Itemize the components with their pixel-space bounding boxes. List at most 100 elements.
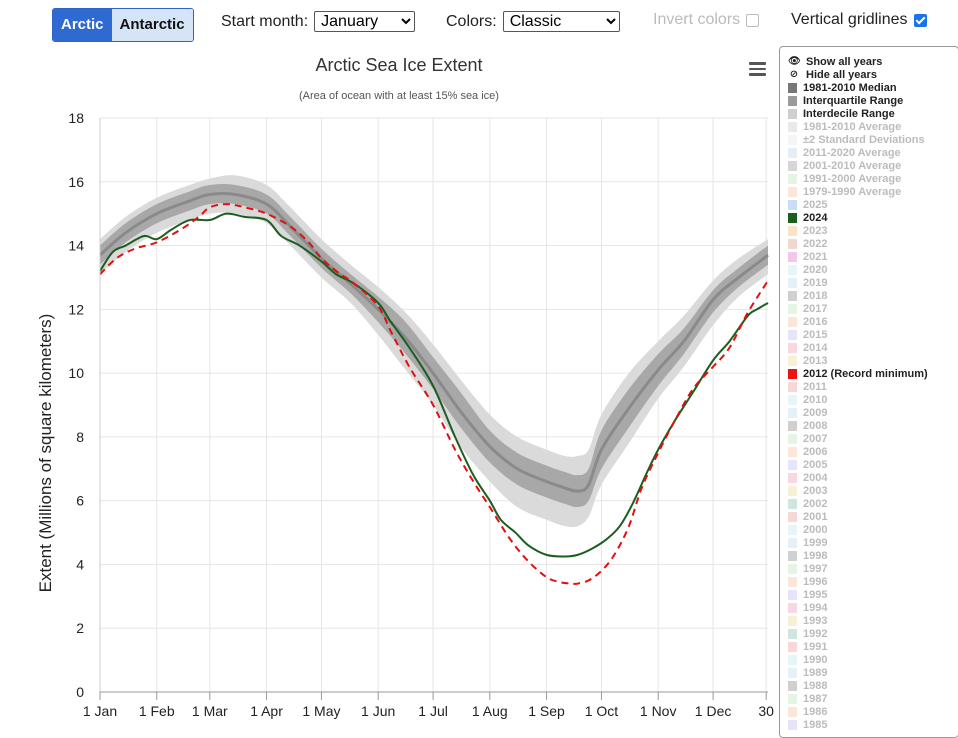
legend-swatch — [788, 511, 797, 522]
legend-item[interactable]: 2022 — [780, 237, 958, 250]
legend-item[interactable]: 2018 — [780, 289, 958, 302]
legend-item[interactable]: 2012 (Record minimum) — [780, 367, 958, 380]
legend-swatch — [788, 680, 797, 691]
colors-select[interactable]: Classic — [502, 11, 620, 32]
colors-control: Colors: Classic — [446, 11, 620, 32]
legend-label: 2015 — [803, 328, 828, 341]
legend-item[interactable]: 2023 — [780, 224, 958, 237]
legend-label: 2002 — [803, 497, 828, 510]
legend-item[interactable]: 1988 — [780, 679, 958, 692]
legend-label: 2001 — [803, 510, 828, 523]
y-tick-label: 18 — [68, 110, 84, 126]
legend-item[interactable]: 2021 — [780, 250, 958, 263]
legend-label: 1998 — [803, 549, 828, 562]
antarctic-button[interactable]: Antarctic — [111, 9, 193, 41]
legend-item[interactable]: 2004 — [780, 471, 958, 484]
legend-item[interactable]: 2003 — [780, 484, 958, 497]
legend-label: 2017 — [803, 302, 828, 315]
legend-item[interactable]: 2006 — [780, 445, 958, 458]
legend-item[interactable]: 2002 — [780, 497, 958, 510]
legend-label: 1994 — [803, 601, 828, 614]
legend-item[interactable]: 2009 — [780, 406, 958, 419]
legend-item[interactable]: ±2 Standard Deviations — [780, 133, 958, 146]
legend-item[interactable]: 1991-2000 Average — [780, 172, 958, 185]
legend-swatch — [788, 654, 797, 665]
y-tick-label: 2 — [76, 620, 84, 636]
arctic-button[interactable]: Arctic — [53, 9, 112, 41]
gridlines-checkbox[interactable] — [913, 13, 927, 27]
hide-all-years-button[interactable]: ⊘ Hide all years — [780, 68, 958, 81]
legend-item[interactable]: 1981-2010 Median — [780, 81, 958, 94]
colors-label: Colors: — [446, 12, 497, 30]
legend-swatch — [788, 693, 797, 704]
invert-colors-checkbox[interactable] — [746, 13, 760, 27]
show-all-years-button[interactable]: 👁 Show all years — [780, 55, 958, 68]
series-lines — [99, 192, 769, 585]
legend-item[interactable]: 2017 — [780, 302, 958, 315]
legend-label: 1981-2010 Median — [803, 81, 897, 94]
series-line-2024 — [99, 212, 769, 558]
y-tick-label: 4 — [76, 556, 84, 572]
legend-label: 1979-1990 Average — [803, 185, 902, 198]
start-month-select[interactable]: January — [314, 11, 416, 32]
legend-label: Interquartile Range — [803, 94, 904, 107]
legend-item[interactable]: 1993 — [780, 614, 958, 627]
legend-item[interactable]: 1998 — [780, 549, 958, 562]
legend-label: 1992 — [803, 627, 828, 640]
legend-item[interactable]: 2007 — [780, 432, 958, 445]
legend-item[interactable]: 2011-2020 Average — [780, 146, 958, 159]
legend-item[interactable]: 1999 — [780, 536, 958, 549]
legend-label: 1991-2000 Average — [803, 172, 902, 185]
y-tick-label: 14 — [68, 238, 84, 254]
legend-item[interactable]: 2010 — [780, 393, 958, 406]
legend-item[interactable]: 2001 — [780, 510, 958, 523]
legend-item[interactable]: 1991 — [780, 640, 958, 653]
legend-item[interactable]: 1997 — [780, 562, 958, 575]
legend-item[interactable]: 2013 — [780, 354, 958, 367]
legend-item[interactable]: Interdecile Range — [780, 107, 958, 120]
legend-label: 1988 — [803, 679, 828, 692]
invert-colors-label: Invert colors — [653, 11, 741, 28]
legend-item[interactable]: 1989 — [780, 666, 958, 679]
legend-item[interactable]: 2008 — [780, 419, 958, 432]
legend-swatch — [788, 472, 797, 483]
legend-label: 2003 — [803, 484, 828, 497]
legend-item[interactable]: 2000 — [780, 523, 958, 536]
legend-item[interactable]: Interquartile Range — [780, 94, 958, 107]
legend-item[interactable]: 2001-2010 Average — [780, 159, 958, 172]
legend-item[interactable]: 1985 — [780, 718, 958, 731]
legend-panel: 👁 Show all years ⊘ Hide all years 1981-2… — [779, 46, 958, 738]
legend-item[interactable]: 2020 — [780, 263, 958, 276]
legend-swatch — [788, 134, 797, 145]
legend-label: 2006 — [803, 445, 828, 458]
legend-item[interactable]: 1992 — [780, 627, 958, 640]
legend-item[interactable]: 2024 — [780, 211, 958, 224]
legend-item[interactable]: 1990 — [780, 653, 958, 666]
legend-item[interactable]: 1981-2010 Average — [780, 120, 958, 133]
legend-swatch — [788, 706, 797, 717]
legend-item[interactable]: 2016 — [780, 315, 958, 328]
legend-label: 2024 — [803, 211, 828, 224]
legend-label: 2007 — [803, 432, 828, 445]
legend-item[interactable]: 1994 — [780, 601, 958, 614]
legend-item[interactable]: 2011 — [780, 380, 958, 393]
legend-item[interactable]: 2025 — [780, 198, 958, 211]
legend-item[interactable]: 2019 — [780, 276, 958, 289]
series-line-1981-2010-median — [99, 192, 769, 493]
legend-label: 1987 — [803, 692, 828, 705]
legend-item[interactable]: 2014 — [780, 341, 958, 354]
legend-swatch — [788, 485, 797, 496]
legend-item[interactable]: 1995 — [780, 588, 958, 601]
legend-item[interactable]: 1979-1990 Average — [780, 185, 958, 198]
legend-item[interactable]: 1987 — [780, 692, 958, 705]
legend-swatch — [788, 95, 797, 106]
chart-menu-icon[interactable] — [749, 62, 766, 79]
legend-swatch — [788, 108, 797, 119]
legend-item[interactable]: 2015 — [780, 328, 958, 341]
y-tick-label: 12 — [68, 301, 84, 317]
y-tick-label: 10 — [68, 365, 84, 381]
legend-swatch — [788, 329, 797, 340]
legend-item[interactable]: 1986 — [780, 705, 958, 718]
legend-item[interactable]: 2005 — [780, 458, 958, 471]
legend-item[interactable]: 1996 — [780, 575, 958, 588]
